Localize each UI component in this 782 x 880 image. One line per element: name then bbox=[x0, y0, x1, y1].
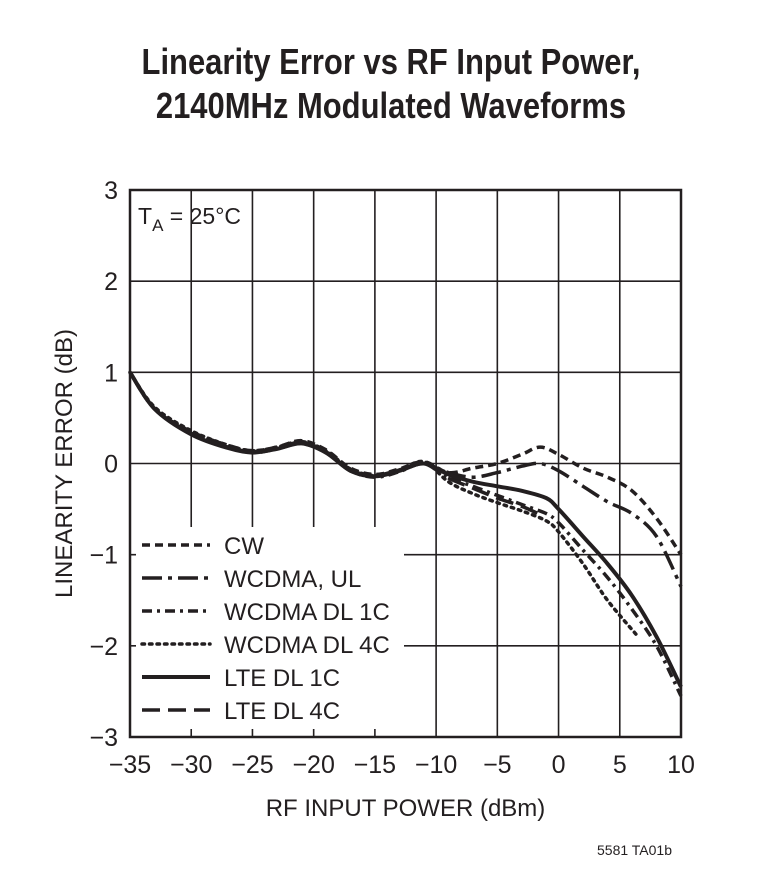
series-line-lte-dl-4c bbox=[128, 371, 541, 517]
x-axis-label: RF INPUT POWER (dBm) bbox=[266, 795, 546, 822]
y-tick-label: 0 bbox=[104, 451, 118, 479]
legend-label: LTE DL 4C bbox=[224, 698, 340, 725]
legend-label: WCDMA, UL bbox=[224, 566, 361, 593]
y-axis-label: LINEARITY ERROR (dB) bbox=[51, 329, 78, 598]
x-tick-label: 0 bbox=[552, 751, 566, 779]
figure-id: 5581 TA01b bbox=[597, 842, 672, 858]
legend: CW WCDMA, UL WCDMA DL 1C WCDMA DL 4C LTE DL … bbox=[140, 533, 390, 725]
y-tick-label: 2 bbox=[104, 268, 118, 296]
legend-label: LTE DL 1C bbox=[224, 665, 340, 692]
x-tick-label: −25 bbox=[231, 751, 273, 779]
x-tick-label: −30 bbox=[170, 751, 212, 779]
x-tick-label: −5 bbox=[483, 751, 512, 779]
x-tick-label: 10 bbox=[667, 751, 695, 779]
y-tick-label: 1 bbox=[104, 359, 118, 387]
x-tick-label: −10 bbox=[415, 751, 457, 779]
chart-title: Linearity Error vs RF Input Power, bbox=[141, 41, 641, 82]
y-tick-label: −2 bbox=[89, 633, 118, 661]
annotation-subscript: A bbox=[152, 216, 164, 235]
legend-label: WCDMA DL 1C bbox=[224, 599, 390, 626]
plot-frame bbox=[128, 188, 683, 739]
legend-label: CW bbox=[224, 533, 264, 560]
x-tick-label: −35 bbox=[109, 751, 151, 779]
annotation-prefix: T bbox=[138, 203, 152, 229]
x-tick-label: 5 bbox=[613, 751, 627, 779]
x-tick-label: −20 bbox=[292, 751, 334, 779]
series-layer bbox=[128, 370, 683, 697]
legend-label: WCDMA DL 4C bbox=[224, 632, 390, 659]
y-tick-label: −1 bbox=[89, 542, 118, 570]
temperature-annotation: TA = 25°C bbox=[138, 203, 241, 235]
legend-background bbox=[136, 527, 404, 729]
y-tick-label: 3 bbox=[104, 177, 118, 205]
x-tick-label: −15 bbox=[354, 751, 396, 779]
y-tick-label: −3 bbox=[89, 724, 118, 752]
annotation-suffix: = 25°C bbox=[163, 203, 241, 229]
chart-subtitle: 2140MHz Modulated Waveforms bbox=[155, 85, 627, 126]
